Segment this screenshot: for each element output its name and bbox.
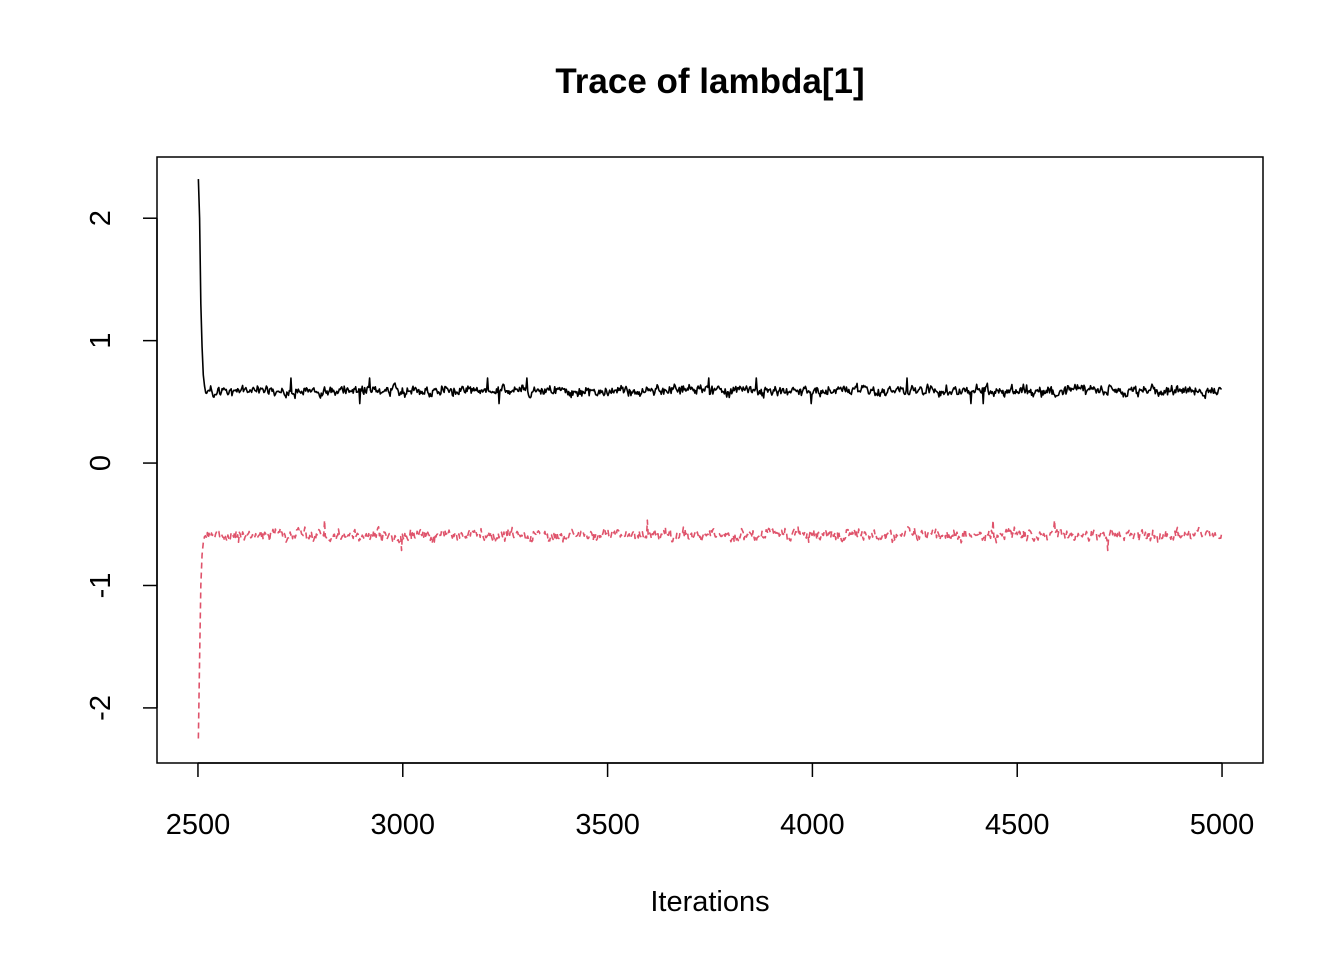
series-line-2 — [197, 519, 1223, 739]
y-tick-label: 2 — [85, 210, 117, 226]
y-tick-label: 1 — [85, 333, 117, 349]
x-tick-label: 4500 — [985, 809, 1050, 841]
y-tick-label: -2 — [85, 695, 117, 721]
x-tick-label: 3500 — [575, 809, 640, 841]
y-tick-label: -1 — [85, 573, 117, 599]
series-layer — [197, 179, 1223, 739]
x-tick-label: 3000 — [371, 809, 436, 841]
series-line-1 — [197, 179, 1222, 405]
x-tick-label: 5000 — [1190, 809, 1255, 841]
chart-title: Trace of lambda[1] — [555, 62, 864, 101]
x-axis: 2500 3000 3500 4000 4500 5000 — [166, 762, 1255, 841]
x-tick-label: 2500 — [166, 809, 231, 841]
y-tick-label: 0 — [85, 455, 117, 471]
x-axis-label: Iterations — [650, 886, 769, 918]
plot-frame — [156, 156, 1264, 764]
y-axis: -2 -1 0 1 2 — [85, 210, 158, 721]
x-tick-label: 4000 — [780, 809, 845, 841]
